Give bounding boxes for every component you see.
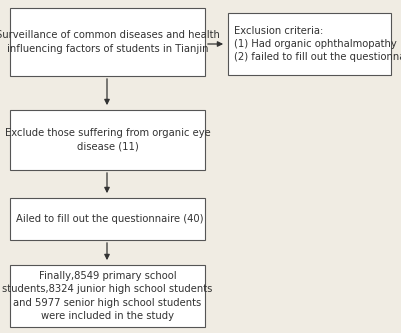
Text: Finally,8549 primary school
students,8324 junior high school students
and 5977 s: Finally,8549 primary school students,832… [2, 271, 213, 321]
FancyBboxPatch shape [10, 198, 205, 240]
FancyBboxPatch shape [10, 8, 205, 76]
Text: Ailed to fill out the questionnaire (40): Ailed to fill out the questionnaire (40) [16, 214, 203, 224]
Text: Surveillance of common diseases and health
influencing factors of students in Ti: Surveillance of common diseases and heal… [0, 30, 219, 54]
FancyBboxPatch shape [228, 13, 391, 75]
Text: Exclusion criteria:
(1) Had organic ophthalmopathy
(2) failed to fill out the qu: Exclusion criteria: (1) Had organic opht… [234, 26, 401, 62]
Text: Exclude those suffering from organic eye
disease (11): Exclude those suffering from organic eye… [5, 129, 211, 152]
FancyBboxPatch shape [10, 265, 205, 327]
FancyBboxPatch shape [10, 110, 205, 170]
